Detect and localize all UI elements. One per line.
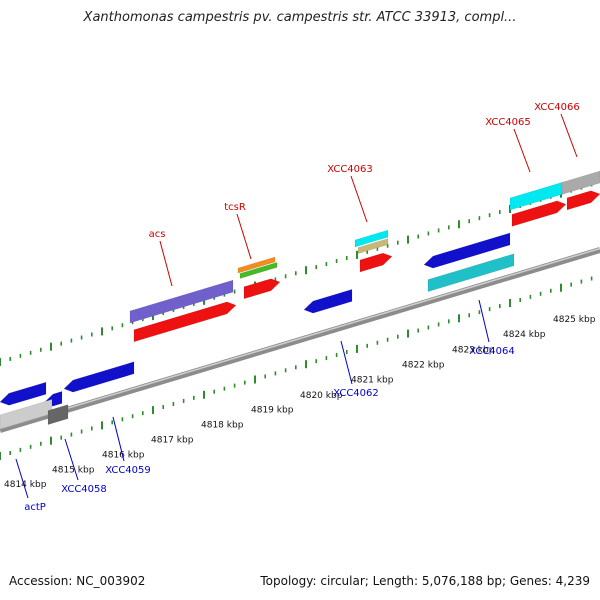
- gene-label-tcsr: tcsR: [224, 202, 246, 213]
- gene-feature-cyan: [509, 181, 566, 211]
- gene-feature-red: [566, 190, 600, 211]
- gene-label-acs: acs: [149, 229, 166, 240]
- scale-label: 4822 kbp: [402, 360, 445, 370]
- scale-label: 4817 kbp: [151, 436, 194, 446]
- gene-feature-red: [359, 252, 393, 273]
- gene-label-actp: actP: [24, 502, 46, 513]
- gene-leader-line: [513, 128, 531, 173]
- gene-feature-green: [239, 262, 278, 279]
- gene-feature-red: [243, 278, 281, 300]
- gene-leader-line: [159, 240, 173, 287]
- gene-leader-line: [112, 416, 125, 462]
- gene-leader-line: [350, 175, 368, 223]
- gene-feature-blue: [63, 361, 135, 393]
- scale-label: 4825 kbp: [553, 315, 596, 325]
- gene-label-xcc4065: XCC4065: [485, 117, 531, 128]
- gene-leader-line: [15, 458, 29, 499]
- gene-leader-line: [340, 340, 353, 385]
- backbone-line: [0, 247, 600, 433]
- scale-label: 4824 kbp: [503, 330, 546, 340]
- gene-label-xcc4063: XCC4063: [327, 164, 373, 175]
- genome-stats-text: Topology: circular; Length: 5,076,188 bp…: [260, 574, 590, 588]
- gene-feature-blue: [303, 289, 353, 314]
- map-title: Xanthomonas campestris pv. campestris st…: [83, 10, 517, 25]
- scale-label: 4814 kbp: [4, 480, 47, 490]
- scale-label: 4823 kbp: [452, 345, 495, 355]
- scale-label: 4821 kbp: [351, 376, 394, 386]
- gene-leader-line: [236, 213, 252, 260]
- accession-text: Accession: NC_003902: [9, 574, 146, 588]
- backbone-highlight: [0, 247, 600, 430]
- gene-leader-line: [64, 438, 79, 481]
- gene-leader-line: [560, 113, 578, 158]
- gene-feature-gray: [561, 170, 600, 195]
- scale-label: 4820 kbp: [300, 391, 343, 401]
- gene-feature-tan: [357, 238, 389, 254]
- gene-feature-blue: [423, 232, 511, 269]
- gene-label-xcc4064: XCC4064: [469, 346, 515, 357]
- gene-feature-red: [133, 301, 237, 343]
- gene-feature-orange: [237, 256, 276, 274]
- scale-label: 4819 kbp: [251, 406, 294, 416]
- gene-feature-red: [511, 200, 567, 227]
- gene-feature-purple: [129, 279, 234, 324]
- scale-label: 4815 kbp: [52, 465, 95, 475]
- scale-label: 4816 kbp: [102, 450, 145, 460]
- scale-label: 4818 kbp: [201, 421, 244, 431]
- gene-label-xcc4066: XCC4066: [534, 102, 580, 113]
- gene-feature-blue: [0, 381, 47, 406]
- gene-label-xcc4062: XCC4062: [333, 388, 379, 399]
- gene-feature-dark-gray: [47, 404, 69, 425]
- gene-label-xcc4059: XCC4059: [105, 465, 151, 476]
- gene-feature-cyan: [354, 229, 389, 248]
- gene-feature-teal: [427, 253, 515, 292]
- gene-label-xcc4058: XCC4058: [61, 484, 107, 495]
- gene-leader-line: [478, 299, 490, 343]
